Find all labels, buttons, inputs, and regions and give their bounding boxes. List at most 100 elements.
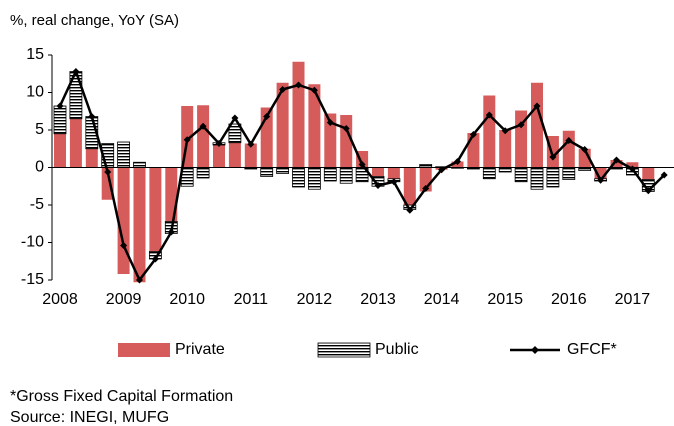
gfcf-marker [628, 165, 636, 173]
gfcf-marker [549, 153, 557, 161]
gfcf-marker [104, 168, 112, 176]
gfcf-marker [231, 114, 239, 122]
gfcf-marker [613, 156, 620, 164]
footnote: *Gross Fixed Capital Formation [10, 388, 233, 405]
bar-public [546, 167, 560, 188]
gfcf-marker [151, 255, 159, 263]
bar-private [133, 167, 146, 283]
bar-public [260, 167, 274, 177]
gfcf-marker [565, 137, 573, 144]
gfcf-marker [406, 206, 414, 214]
bar-private [54, 133, 66, 168]
gfcf-marker [501, 127, 509, 135]
gfcf-marker [533, 102, 541, 110]
bar-private [276, 82, 289, 168]
x-tick-label: 2008 [42, 291, 78, 308]
bar-private [117, 167, 130, 274]
bar-public [339, 167, 353, 184]
gfcf-marker [438, 166, 446, 174]
gfcf-marker [120, 242, 128, 249]
bar-private [213, 145, 225, 168]
bar-public [482, 167, 496, 180]
gfcf-marker [597, 176, 605, 184]
bar-private [403, 167, 416, 205]
y-tick-label: -15 [21, 271, 44, 288]
legend-swatch [118, 343, 170, 357]
legend-swatch [317, 342, 371, 358]
gfcf-marker [644, 187, 652, 195]
chart-title: %, real change, YoY (SA) [10, 12, 179, 29]
bar-public [117, 141, 130, 168]
x-tick-label: 2015 [487, 291, 523, 308]
bar-private [85, 148, 98, 168]
bar-public [196, 167, 210, 179]
legend-marker [531, 346, 539, 354]
bar-private [610, 160, 623, 168]
bar-private [228, 142, 241, 168]
bar-private [292, 61, 305, 168]
gfcf-marker [310, 86, 318, 94]
bar-public [53, 105, 67, 135]
x-tick-label: 2009 [106, 291, 142, 308]
x-tick-label: 2013 [360, 291, 396, 308]
legend-label: Public [375, 341, 419, 358]
y-tick-label: 10 [26, 84, 44, 101]
bar-private [594, 167, 607, 179]
bar-public [228, 123, 242, 144]
y-tick-label: -10 [21, 234, 44, 251]
bar-private [562, 130, 575, 168]
bar-public [276, 167, 290, 174]
bar-private [483, 95, 496, 168]
bar-private [340, 115, 353, 168]
bar-private [308, 84, 321, 168]
x-tick-label: 2011 [234, 291, 269, 308]
gfcf-marker [326, 119, 334, 126]
gfcf-marker [454, 158, 461, 165]
bar-public [514, 167, 528, 183]
bar-public [133, 161, 146, 168]
y-tick-label: 15 [26, 46, 44, 63]
x-tick-label: 2010 [169, 291, 205, 308]
gfcf-marker [390, 178, 398, 186]
bar-private [642, 167, 655, 180]
gfcf-marker [374, 182, 382, 189]
x-tick-label: 2014 [424, 291, 460, 308]
bar-public [292, 167, 305, 188]
gfcf-marker [215, 140, 223, 147]
gfcf-marker [469, 131, 477, 138]
source: Source: INEGI, MUFG [10, 409, 169, 426]
gfcf-marker [263, 113, 271, 120]
legend-label: GFCF* [567, 341, 617, 358]
gfcf-marker [358, 161, 366, 168]
gfcf-marker [56, 102, 64, 110]
bar-private [197, 105, 210, 168]
x-tick-label: 2016 [551, 291, 587, 308]
bar-private [324, 113, 337, 168]
y-tick-label: 5 [35, 121, 44, 138]
gfcf-marker [167, 228, 175, 236]
legend-label: Private [175, 341, 225, 358]
bar-private [499, 130, 512, 168]
gfcf-marker [88, 113, 96, 120]
gfcf-marker [72, 68, 80, 75]
x-tick-label: 2017 [615, 291, 651, 308]
bar-public [323, 167, 337, 182]
bar-private [372, 167, 384, 177]
gfcf-marker [183, 136, 191, 144]
bar-public [562, 167, 576, 180]
gfcf-marker [136, 276, 143, 284]
gfcf-marker [660, 171, 668, 179]
gfcf-marker [342, 125, 350, 132]
x-tick-label: 2012 [297, 291, 333, 308]
bar-private [149, 167, 162, 252]
gfcf-marker [279, 86, 287, 93]
bar-private [387, 167, 400, 179]
gfcf-marker [247, 140, 255, 148]
gfcf-marker [422, 185, 430, 192]
gfcf-marker [517, 121, 525, 129]
y-tick-label: 0 [35, 159, 44, 176]
bar-public [498, 167, 512, 173]
bar-public [307, 167, 321, 190]
bar-private [467, 133, 480, 168]
